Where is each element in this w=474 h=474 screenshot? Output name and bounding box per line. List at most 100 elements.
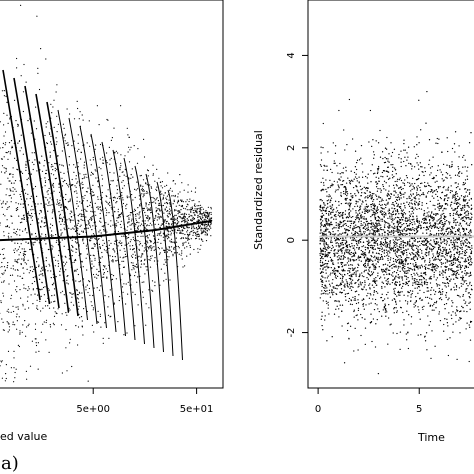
left-data-point xyxy=(36,15,38,17)
left-data-point xyxy=(50,143,53,145)
left-data-point xyxy=(192,232,194,234)
left-data-point xyxy=(136,181,138,183)
left-data-point xyxy=(58,203,60,205)
right-data-point xyxy=(469,218,472,220)
right-data-point xyxy=(398,157,400,159)
left-data-point xyxy=(181,232,183,234)
right-data-point xyxy=(405,222,408,225)
right-data-point xyxy=(363,227,365,230)
right-data-point xyxy=(464,241,467,243)
left-data-point xyxy=(26,232,28,234)
right-data-point xyxy=(437,266,439,268)
left-data-point xyxy=(1,377,3,379)
right-data-point xyxy=(455,211,458,214)
right-data-point xyxy=(452,209,454,211)
right-data-point xyxy=(325,188,327,191)
left-data-point xyxy=(202,212,204,214)
right-data-point xyxy=(330,184,332,187)
right-data-point xyxy=(453,202,455,204)
left-data-point xyxy=(10,367,12,369)
right-data-point xyxy=(445,252,448,254)
left-data-point xyxy=(197,216,199,219)
left-data-point xyxy=(41,268,43,270)
right-data-point xyxy=(397,224,400,226)
right-data-point xyxy=(459,268,462,270)
right-data-point xyxy=(396,269,399,271)
left-data-point xyxy=(45,169,47,171)
left-data-point xyxy=(145,192,147,194)
left-data-point xyxy=(133,268,135,270)
left-data-point xyxy=(103,226,105,228)
left-data-point xyxy=(90,301,92,303)
left-data-point xyxy=(77,294,79,296)
right-data-point xyxy=(408,267,410,270)
left-data-point xyxy=(112,224,114,226)
left-data-point xyxy=(193,212,195,214)
right-data-point xyxy=(341,215,344,217)
right-data-point xyxy=(440,258,442,261)
left-data-point xyxy=(44,286,46,288)
right-data-point xyxy=(417,265,419,267)
right-data-point xyxy=(355,239,357,241)
right-data-point xyxy=(439,226,441,228)
right-data-point xyxy=(457,264,459,266)
right-data-point xyxy=(440,197,442,200)
right-data-point xyxy=(372,247,374,249)
left-data-point xyxy=(131,168,133,170)
left-data-point xyxy=(97,196,99,198)
right-data-point xyxy=(344,228,346,230)
left-data-point xyxy=(21,277,23,279)
right-data-point xyxy=(411,206,413,208)
left-data-point xyxy=(83,308,85,310)
right-data-point xyxy=(382,258,384,260)
right-data-point xyxy=(367,195,369,197)
right-data-point xyxy=(454,131,457,133)
left-data-point xyxy=(205,229,207,231)
right-data-point xyxy=(323,164,325,167)
right-data-point xyxy=(438,229,440,232)
left-data-point xyxy=(72,227,74,229)
left-data-point xyxy=(174,219,176,221)
left-data-point xyxy=(204,213,206,215)
right-data-point xyxy=(431,305,434,307)
right-data-point xyxy=(430,263,432,265)
left-data-point xyxy=(123,334,125,336)
left-data-point xyxy=(34,185,37,188)
left-data-point xyxy=(132,249,134,251)
right-data-point xyxy=(393,290,396,292)
left-data-point xyxy=(71,296,73,298)
left-data-point xyxy=(78,301,80,303)
left-data-point xyxy=(64,229,66,231)
right-data-point xyxy=(409,185,411,188)
left-data-point xyxy=(41,221,43,223)
right-data-point xyxy=(355,224,357,226)
right-data-point xyxy=(364,208,367,210)
left-data-point xyxy=(182,266,184,268)
right-data-point xyxy=(364,223,367,225)
right-data-point xyxy=(425,185,428,187)
left-data-point xyxy=(206,234,208,236)
left-data-point xyxy=(149,259,151,261)
left-data-point xyxy=(6,310,8,312)
left-data-point xyxy=(209,225,211,227)
left-data-point xyxy=(165,234,167,236)
right-data-point xyxy=(325,242,327,244)
left-data-point xyxy=(154,223,156,225)
right-data-point xyxy=(461,257,464,259)
left-data-point xyxy=(11,274,14,276)
right-data-point xyxy=(358,218,360,220)
left-data-point xyxy=(116,192,118,194)
right-data-point xyxy=(341,239,343,242)
right-data-point xyxy=(470,252,472,255)
left-data-point xyxy=(117,211,119,213)
left-data-point xyxy=(127,281,129,283)
right-data-point xyxy=(399,258,401,260)
right-data-point xyxy=(403,294,405,296)
left-data-point xyxy=(4,172,6,174)
left-data-point xyxy=(22,324,24,326)
right-data-point xyxy=(319,264,322,266)
right-data-point xyxy=(357,217,360,219)
right-data-point xyxy=(443,212,445,215)
left-data-point xyxy=(123,260,125,262)
right-data-point xyxy=(442,269,444,272)
